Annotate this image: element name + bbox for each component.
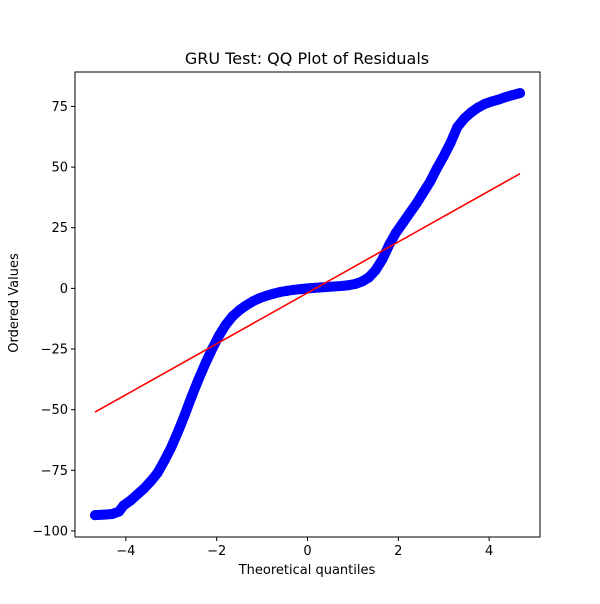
residual-point [200, 358, 211, 369]
residual-point [193, 374, 204, 385]
y-axis-ticks: −100 −75 −50 −25 0 25 50 75 [32, 100, 75, 539]
y-axis-label: Ordered Values [7, 253, 22, 353]
residual-point [425, 176, 436, 187]
residual-point [166, 442, 177, 453]
x-axis-ticks: −4 −2 0 2 4 [116, 537, 493, 559]
residual-point [152, 467, 163, 478]
residual-point [445, 137, 456, 148]
residual-point [459, 113, 470, 124]
residual-point [506, 90, 517, 101]
x-tick-label: 2 [394, 544, 402, 559]
x-tick-label: −4 [116, 544, 135, 559]
fit-line [94, 172, 521, 413]
residual-point [397, 217, 408, 228]
x-tick-label: 4 [485, 544, 493, 559]
x-tick-label: −2 [207, 544, 226, 559]
residual-point [384, 239, 395, 250]
residual-point [418, 187, 429, 198]
y-tick-label: 50 [51, 161, 68, 176]
residual-point [186, 391, 197, 402]
residual-point [213, 330, 224, 341]
x-tick-label: 0 [303, 544, 311, 559]
plot-area [89, 88, 526, 521]
residual-point [220, 319, 231, 330]
residual-point [132, 489, 143, 500]
residual-point [99, 509, 110, 520]
y-tick-label: 75 [51, 100, 68, 115]
y-tick-label: 25 [51, 221, 68, 236]
residual-point [404, 208, 415, 219]
y-tick-label: −75 [41, 464, 68, 479]
x-axis-label: Theoretical quantiles [238, 563, 376, 578]
residual-point [227, 311, 238, 322]
y-tick-label: −50 [41, 403, 68, 418]
residual-point [411, 198, 422, 209]
residual-point [89, 510, 100, 521]
residual-point [431, 163, 442, 174]
y-tick-label: 0 [60, 282, 68, 297]
residual-point [139, 483, 150, 494]
residual-point [452, 122, 463, 133]
residual-point [125, 495, 136, 506]
residual-point [363, 272, 374, 283]
residual-point [207, 344, 218, 355]
residual-point [179, 409, 190, 420]
residual-point [515, 88, 526, 99]
y-tick-label: −100 [32, 524, 68, 539]
residual-point [370, 265, 381, 276]
residual-point [438, 151, 449, 162]
residual-point [159, 455, 170, 466]
residual-point [173, 426, 184, 437]
residual-point [145, 476, 156, 487]
chart-title: GRU Test: QQ Plot of Residuals [185, 49, 429, 68]
residual-point [377, 254, 388, 265]
residual-point [391, 227, 402, 238]
y-tick-label: −25 [41, 343, 68, 358]
